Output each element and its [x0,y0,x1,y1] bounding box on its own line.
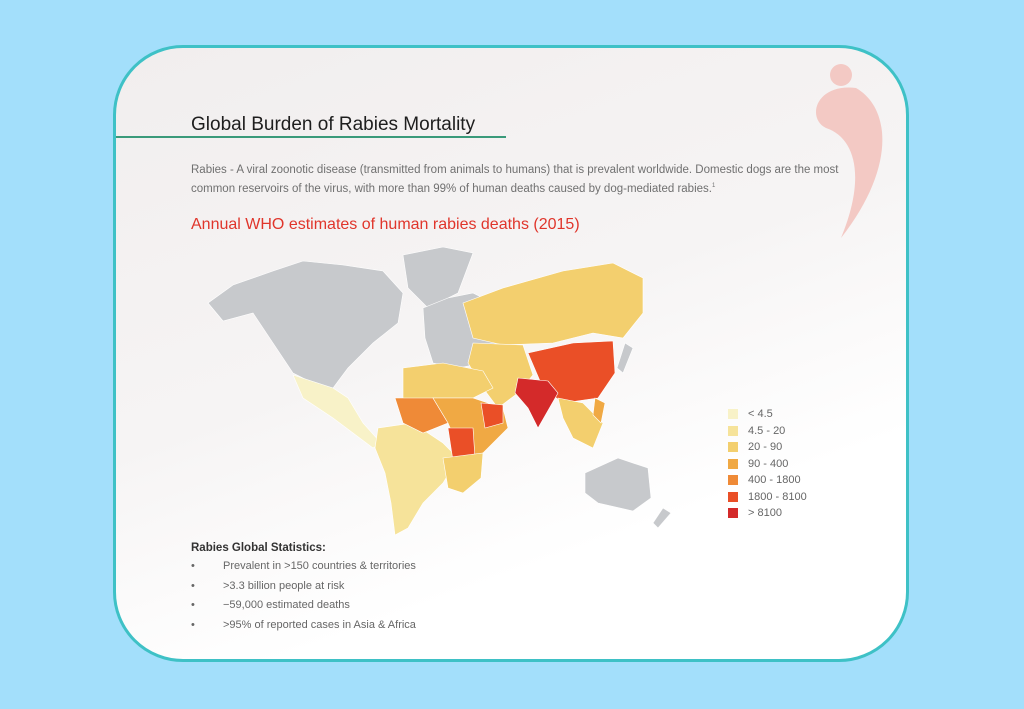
legend-label: 1800 - 8100 [748,490,807,503]
region-australia [584,457,652,512]
legend-swatch [728,508,738,519]
legend-item: 20 - 90 [728,439,807,456]
footnote-marker: 1 [711,183,716,189]
stats-section: Rabies Global Statistics: Prevalent in >… [191,542,416,638]
region-africa-south [442,452,484,494]
region-southeast-asia [557,397,604,449]
slide: Global Burden of Rabies Mortality Rabies… [113,45,909,662]
legend-swatch [728,442,738,453]
stats-item: >3.3 billion people at risk [191,580,416,600]
region-new-zealand [652,507,672,529]
map-legend: < 4.5 4.5 - 20 20 - 90 90 - 400 400 - 1800 18… [728,406,807,522]
legend-item: < 4.5 [728,406,807,423]
page-title: Global Burden of Rabies Mortality [191,114,476,135]
region-africa-west [394,397,449,434]
legend-item: 4.5 - 20 [728,423,807,440]
legend-item: > 8100 [728,505,807,522]
legend-item: 90 - 400 [728,456,807,473]
decorative-shape [816,64,883,238]
description: Rabies - A viral zoonotic disease (trans… [191,162,851,197]
legend-label: 400 - 1800 [748,474,801,487]
stats-item: >95% of reported cases in Asia & Africa [191,619,416,639]
stats-item: −59,000 estimated deaths [191,599,416,619]
legend-label: < 4.5 [748,408,773,421]
stats-list: Prevalent in >150 countries & territorie… [191,560,416,638]
title-underline [116,136,506,138]
legend-item: 400 - 1800 [728,472,807,489]
region-greenland [402,246,474,309]
legend-swatch [728,491,738,502]
legend-label: 20 - 90 [748,441,783,454]
description-text: Rabies - A viral zoonotic disease (trans… [191,164,839,195]
stats-heading: Rabies Global Statistics: [191,542,326,554]
region-russia [462,262,644,346]
region-philippines [592,397,606,424]
world-map [207,246,672,536]
stats-item: Prevalent in >150 countries & territorie… [191,560,416,580]
legend-swatch [728,425,738,436]
region-mexico-central-america [292,374,382,449]
legend-label: 90 - 400 [748,457,789,470]
region-north-america [207,260,404,389]
legend-swatch [728,409,738,420]
region-ethiopia [480,402,504,429]
legend-label: > 8100 [748,507,782,520]
legend-label: 4.5 - 20 [748,424,786,437]
map-title: Annual WHO estimates of human rabies dea… [191,216,580,233]
legend-item: 1800 - 8100 [728,489,807,506]
legend-swatch [728,458,738,469]
legend-swatch [728,475,738,486]
region-india [514,377,559,429]
region-south-america [374,422,459,536]
region-japan [616,342,634,374]
